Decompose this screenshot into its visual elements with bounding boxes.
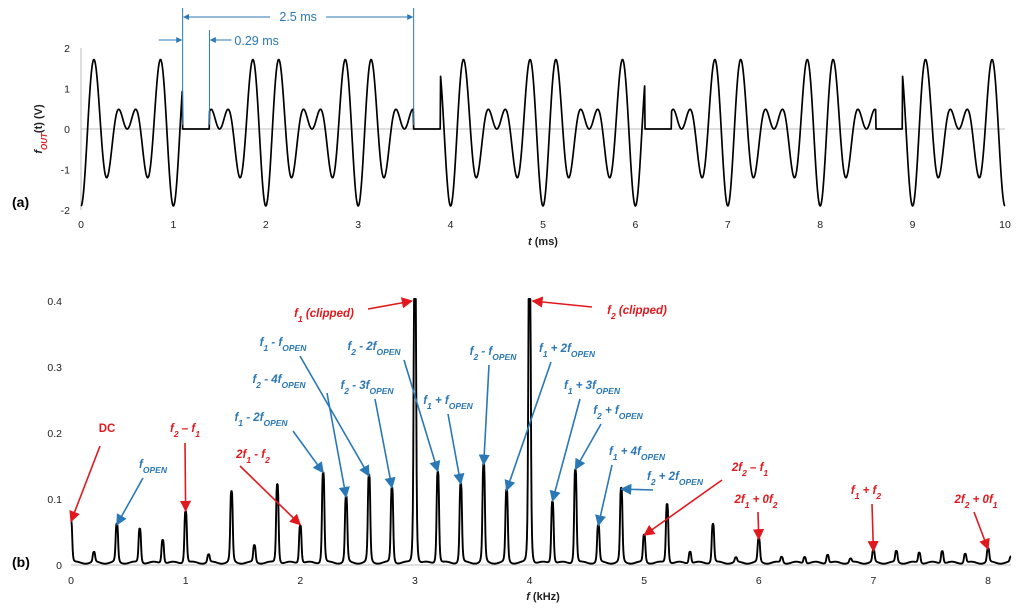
x-tick-label: 9 [910, 219, 916, 231]
spectrum-chart: (b) 0 1 2 3 4 5 6 7 8 0 0.1 0.2 0.3 0.4 f (kHz) DC fO… [12, 296, 1012, 603]
annotation-label: f1 - 2fOPEN [234, 412, 288, 428]
annotation-arrow [326, 392, 350, 499]
panel-a-label: (a) [12, 194, 29, 210]
x-tick-label: 7 [725, 219, 731, 231]
x-axis-label: f (kHz) [526, 591, 560, 603]
annotation-arrow [752, 511, 765, 541]
annotation-label: f2 - 2fOPEN [347, 341, 401, 357]
y-tick-labels: 0 0.1 0.2 0.3 0.4 [47, 296, 62, 572]
dimension-annotations: 2.5 ms0.29 ms [158, 8, 415, 125]
signal-trace [80, 58, 1006, 207]
annotation-label: fOPEN [139, 459, 168, 475]
annotation-label: f2 - 4fOPEN [252, 374, 306, 390]
annotation-label: 2f1 + 0f2 [733, 494, 777, 510]
annotation-arrow [595, 464, 613, 527]
annotation-arrow [69, 445, 101, 523]
x-tick-label: 7 [871, 575, 877, 587]
y-tick-label: 0 [56, 560, 62, 572]
annotation-label: f1 + 4fOPEN [609, 446, 666, 462]
annotation-arrow [478, 364, 490, 466]
y-tick-label: 2 [64, 43, 70, 55]
annotation-label: f1 + 2fOPEN [539, 343, 596, 359]
annotation-arrow [620, 483, 654, 495]
x-tick-label: 4 [527, 575, 533, 587]
annotation-label: f2 - fOPEN [470, 346, 518, 362]
annotation-label: DC [99, 423, 116, 435]
period-label: 2.5 ms [279, 10, 317, 24]
time-domain-chart: (a) 0 1 2 3 4 5 6 7 8 9 10 -2 -1 0 1 2 t (ms) fOUT(t) … [12, 8, 1011, 248]
x-tick-labels: 0 1 2 3 4 5 6 7 8 9 10 [78, 219, 1011, 231]
annotation-label: f2 + 2fOPEN [647, 471, 704, 487]
x-tick-label: 6 [756, 575, 762, 587]
spectrum-trace [70, 298, 1012, 565]
x-tick-label: 10 [999, 219, 1011, 231]
annotation-arrow [973, 511, 990, 551]
x-tick-labels: 0 1 2 3 4 5 6 7 8 [68, 575, 991, 587]
x-tick-label: 5 [540, 219, 546, 231]
x-tick-label: 3 [412, 575, 418, 587]
annotation-arrow [239, 465, 302, 526]
annotation-arrow [867, 503, 879, 553]
y-tick-label: 0.4 [47, 296, 62, 308]
x-tick-label: 8 [985, 575, 991, 587]
y-tick-label: 0.2 [47, 428, 62, 440]
x-tick-label: 0 [68, 575, 74, 587]
annotation-arrow [531, 296, 593, 308]
annotation-label: f2 + fOPEN [593, 405, 643, 421]
annotation-arrow [116, 477, 144, 526]
annotation-arrow [574, 423, 602, 471]
x-tick-label: 2 [297, 575, 303, 587]
annotation-arrow [504, 361, 552, 492]
y-tick-label: -1 [61, 165, 70, 177]
y-tick-labels: -2 -1 0 1 2 [61, 43, 71, 217]
annotation-label: 2f1 - f2 [235, 449, 270, 465]
x-tick-label: 1 [183, 575, 189, 587]
annotation-label: f2 (clipped) [607, 305, 667, 321]
x-tick-label: 5 [641, 575, 647, 587]
y-tick-label: 0.3 [47, 362, 62, 374]
annotation-arrow [179, 442, 192, 512]
annotation-arrow [403, 359, 441, 473]
annotation-label: f1 (clipped) [294, 308, 354, 324]
y-tick-label: 0.1 [47, 494, 62, 506]
annotation-label: 2f2 – f1 [731, 462, 769, 478]
annotation-arrow [292, 430, 324, 474]
annotation-arrow [447, 413, 465, 485]
x-tick-label: 2 [263, 219, 269, 231]
x-tick-label: 6 [632, 219, 638, 231]
y-axis-label: fOUT(t) (V) [33, 104, 49, 154]
y-tick-label: 1 [64, 84, 70, 96]
x-tick-label: 8 [817, 219, 823, 231]
annotation-arrow [299, 355, 370, 477]
x-axis-label: t (ms) [528, 236, 558, 248]
y-tick-label: -2 [61, 205, 70, 217]
x-tick-label: 0 [78, 219, 84, 231]
peak-annotations: DC fOPEN f2 – f1 2f1 - f2 f1 - 2fOPEN f2 - 4f… [69, 296, 998, 553]
x-tick-label: 3 [355, 219, 361, 231]
annotation-label: f1 + f2 [851, 485, 882, 501]
x-tick-label: 4 [448, 219, 454, 231]
annotation-label: f2 - 3fOPEN [340, 380, 394, 396]
annotation-label: f1 - fOPEN [260, 337, 308, 353]
annotation-label: f2 – f1 [170, 423, 200, 439]
panel-b-label: (b) [12, 554, 30, 570]
annotation-arrow [549, 398, 581, 503]
annotation-arrow [374, 398, 396, 489]
annotation-label: f1 + 3fOPEN [564, 380, 621, 396]
gate-width-label: 0.29 ms [234, 34, 278, 48]
annotation-arrow [643, 479, 723, 536]
annotation-label: 2f2 + 0f1 [953, 494, 997, 510]
annotation-label: f1 + fOPEN [423, 395, 473, 411]
y-tick-label: 0 [64, 124, 70, 136]
annotation-arrow [367, 297, 414, 310]
x-tick-label: 1 [170, 219, 176, 231]
